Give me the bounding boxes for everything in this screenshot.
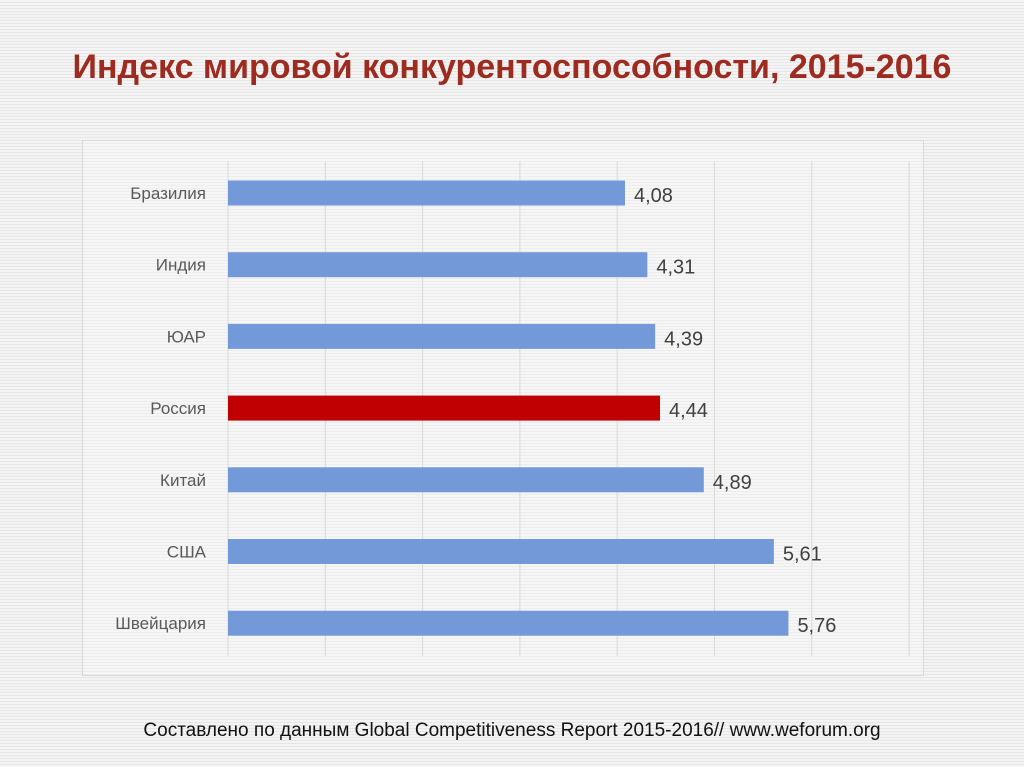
bar-7	[228, 610, 789, 636]
value-labels: 4,08 4,31 4,39 4,44 4,89 5,61 5,76	[634, 185, 836, 637]
category-label: Россия	[150, 399, 206, 418]
bar-3	[228, 323, 656, 349]
category-label: ЮАР	[167, 327, 206, 346]
category-label: США	[167, 543, 207, 562]
bar-4	[228, 395, 661, 421]
bar-5	[228, 467, 704, 493]
category-label: Индия	[156, 256, 206, 275]
value-label: 4,89	[713, 472, 752, 494]
bars	[228, 180, 789, 636]
bar-2	[228, 252, 648, 278]
bar-chart: БразилияИндияЮАРРоссияКитайСШАШвейцария …	[115, 161, 910, 656]
chart-area: Бразилия Индия ЮАР Россия Китай США Швейцария …	[82, 140, 924, 676]
category-labels: Бразилия Индия ЮАР Россия Китай США Швейцария	[115, 184, 206, 633]
category-label: Бразилия	[130, 184, 206, 203]
source-note: Составлено по данным Global Competitiven…	[143, 720, 881, 741]
value-label: 5,61	[783, 544, 822, 566]
value-label: 4,39	[664, 328, 703, 350]
value-label: 4,31	[656, 257, 695, 279]
bar-6	[228, 539, 774, 564]
value-label: 5,76	[797, 615, 836, 637]
page-title: Индекс мировой конкурентоспособности, 20…	[72, 48, 952, 86]
category-label: Швейцария	[115, 614, 206, 633]
value-label: 4,44	[669, 400, 708, 422]
category-label: Китай	[160, 471, 206, 490]
value-label: 4,08	[634, 185, 673, 207]
bar-1	[228, 180, 625, 206]
